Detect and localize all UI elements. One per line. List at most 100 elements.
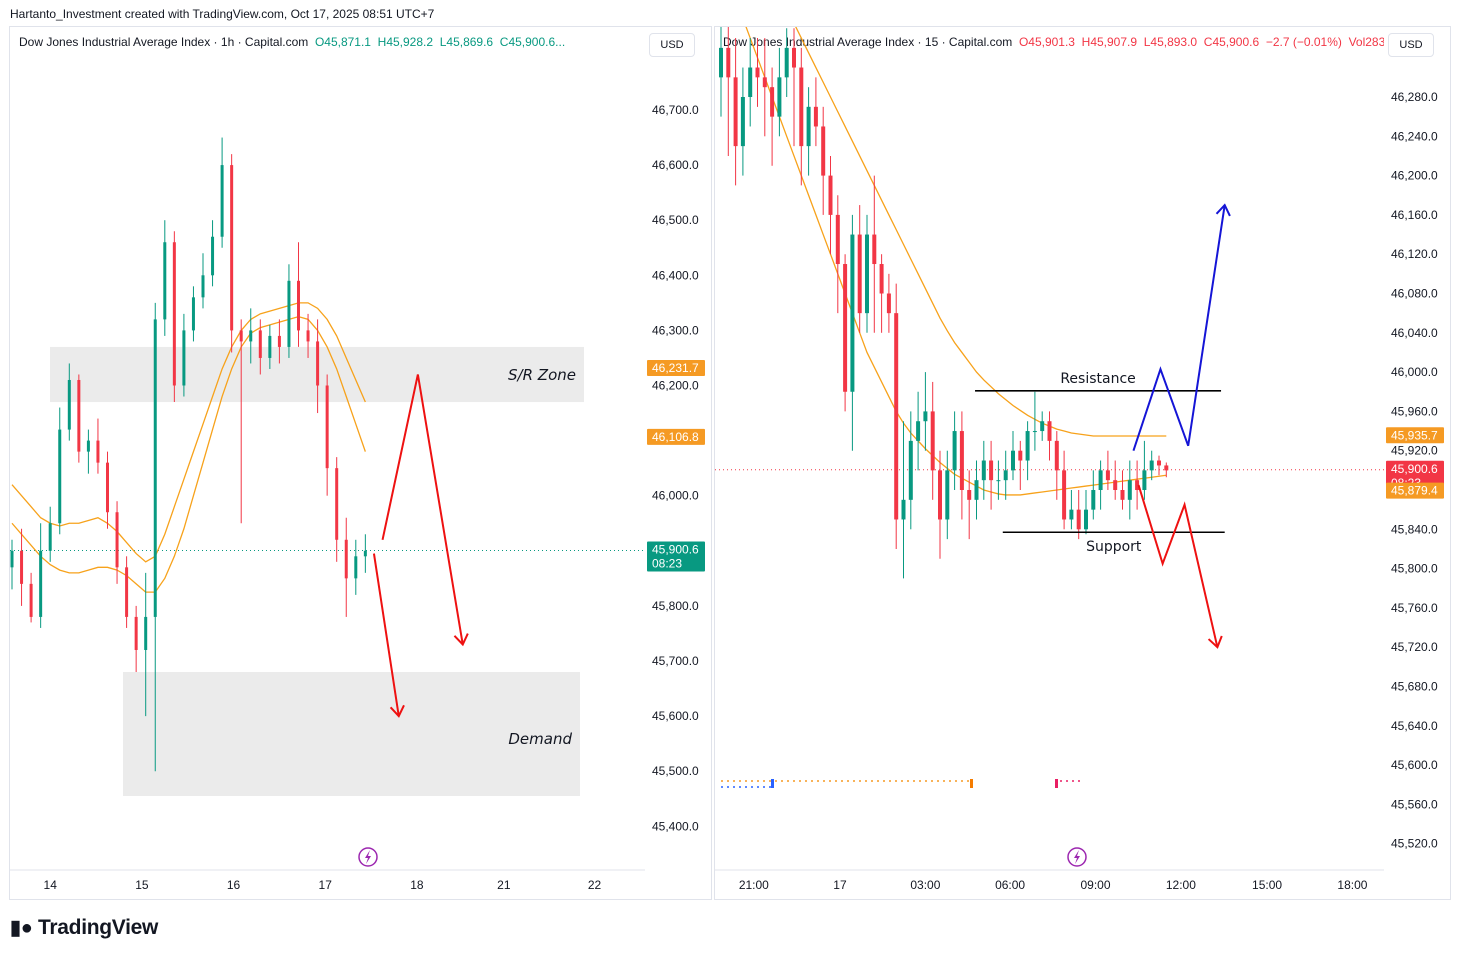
candle-body bbox=[901, 499, 906, 520]
legend-high: H45,928.2 bbox=[377, 35, 434, 49]
chart-pane-1h[interactable]: Dow Jones Industrial Average Index · 1h … bbox=[9, 26, 647, 900]
candle-body bbox=[930, 411, 935, 471]
projection-arrow-2 bbox=[372, 553, 400, 717]
price-tick-label: 45,720.0 bbox=[1391, 640, 1438, 654]
candle-body bbox=[1025, 431, 1030, 461]
candle-body bbox=[916, 421, 921, 441]
price-tick-label: 46,600.0 bbox=[652, 158, 699, 172]
price-tag bbox=[647, 541, 705, 572]
candle-body bbox=[249, 330, 253, 342]
session-marker-blue bbox=[771, 779, 774, 788]
time-tick-label: 21 bbox=[497, 878, 511, 892]
candle-body bbox=[268, 335, 272, 358]
candle-body bbox=[945, 470, 950, 520]
candle-body bbox=[813, 106, 818, 127]
candle-body bbox=[48, 523, 52, 551]
candle-body bbox=[1047, 421, 1052, 441]
candle-body bbox=[86, 440, 90, 452]
tradingview-brand: TradingView bbox=[38, 916, 159, 939]
price-tick-label: 45,840.0 bbox=[1391, 522, 1438, 536]
time-tick-label: 17 bbox=[319, 878, 333, 892]
candle-body bbox=[886, 293, 891, 314]
level-label: Support bbox=[1086, 539, 1142, 555]
time-tick-label: 16 bbox=[227, 878, 241, 892]
price-tick-label: 46,000.0 bbox=[1391, 365, 1438, 379]
price-tick-label: 46,080.0 bbox=[1391, 287, 1438, 301]
lightning-icon bbox=[1067, 847, 1087, 867]
price-tick-label: 45,960.0 bbox=[1391, 404, 1438, 418]
legend-15m: Dow Jones Industrial Average Index · 15 … bbox=[723, 35, 1385, 49]
candle-body bbox=[163, 242, 167, 320]
price-tick-label: 45,800.0 bbox=[652, 599, 699, 613]
session-marker-pink bbox=[1055, 779, 1058, 788]
price-tag bbox=[1386, 427, 1444, 444]
price-tick-label: 46,000.0 bbox=[652, 489, 699, 503]
candle-body bbox=[755, 67, 760, 78]
bullish-projection-arrow-head bbox=[1215, 203, 1231, 217]
candle-body bbox=[316, 341, 320, 386]
tradingview-logo-icon: ▮● bbox=[10, 917, 33, 939]
price-axis-1h[interactable]: USD 46,700.0 46,600.0 46,500.0 46,400.0 46,3… bbox=[645, 26, 712, 900]
legend-volume: Vol283 bbox=[1348, 35, 1386, 49]
legend-close: C45,900.6 bbox=[1203, 35, 1260, 49]
zone-label: S/R Zone bbox=[508, 366, 576, 384]
candle-body bbox=[325, 385, 329, 469]
session-marker-orange bbox=[970, 779, 973, 788]
price-axis-15m[interactable]: USD 46,280.0 46,240.0 46,200.0 46,160.0 46,1… bbox=[1384, 26, 1451, 900]
candle-body bbox=[923, 411, 928, 422]
price-tick-label: 45,640.0 bbox=[1391, 719, 1438, 733]
candle-body bbox=[1157, 460, 1161, 466]
candle-body bbox=[770, 87, 775, 117]
price-tag-label: 46,106.8 bbox=[652, 430, 699, 444]
candle-body bbox=[1120, 490, 1125, 500]
candle-body bbox=[1164, 465, 1169, 471]
price-tick-label: 46,500.0 bbox=[652, 213, 699, 227]
candle-body bbox=[230, 165, 234, 331]
candle-body bbox=[125, 567, 129, 617]
candle-body bbox=[1113, 480, 1118, 490]
candle-body bbox=[843, 264, 848, 392]
lightning-icon-bolt bbox=[365, 850, 371, 864]
candle-body bbox=[938, 470, 942, 520]
candle-body bbox=[857, 234, 862, 314]
candle-body bbox=[1098, 470, 1103, 490]
candle-body bbox=[1018, 450, 1023, 461]
legend-1h: Dow Jones Industrial Average Index · 1h … bbox=[19, 35, 565, 49]
candle-body bbox=[10, 550, 14, 568]
candle-body bbox=[989, 460, 994, 481]
candle-body bbox=[96, 440, 100, 463]
time-tick-label: 15 bbox=[135, 878, 149, 892]
price-tick-label: 45,760.0 bbox=[1391, 601, 1438, 615]
time-tick-label: 17 bbox=[833, 878, 847, 892]
candle-body bbox=[733, 77, 738, 147]
tradingview-logo[interactable]: ▮● TradingView bbox=[10, 915, 158, 940]
candle-body bbox=[762, 77, 767, 88]
candle-body bbox=[220, 165, 224, 237]
price-tick-label: 45,680.0 bbox=[1391, 680, 1438, 694]
bearish-projection-arrow-head bbox=[1207, 635, 1223, 649]
time-tick-label: 22 bbox=[588, 878, 602, 892]
candle-body bbox=[748, 67, 753, 97]
candle-body bbox=[1142, 470, 1147, 490]
candle-body bbox=[865, 234, 869, 314]
candle-body bbox=[879, 264, 884, 294]
legend-open: O45,901.3 bbox=[1018, 35, 1075, 49]
currency-button[interactable]: USD bbox=[1388, 33, 1434, 57]
price-tag-label: 46,231.7 bbox=[652, 361, 699, 375]
candle-body bbox=[297, 280, 300, 331]
candle-body bbox=[77, 379, 81, 452]
time-tick-label: 15:00 bbox=[1252, 878, 1282, 892]
lightning-icon bbox=[358, 847, 378, 867]
projection-arrow-1 bbox=[381, 374, 464, 645]
candle-body bbox=[1135, 480, 1140, 490]
time-tick-label: 14 bbox=[44, 878, 58, 892]
chart-pane-15m[interactable]: Dow Jones Industrial Average Index · 15 … bbox=[714, 26, 1386, 900]
price-tag-label: 45,935.7 bbox=[1391, 428, 1438, 442]
candle-body bbox=[1084, 509, 1088, 530]
price-tick-label: 45,600.0 bbox=[1391, 758, 1438, 772]
candle-body bbox=[952, 431, 957, 471]
currency-button[interactable]: USD bbox=[649, 33, 695, 57]
moving-average-2 bbox=[795, 27, 1167, 437]
candle-body bbox=[182, 330, 186, 386]
projection-arrow-1-head bbox=[453, 633, 469, 647]
